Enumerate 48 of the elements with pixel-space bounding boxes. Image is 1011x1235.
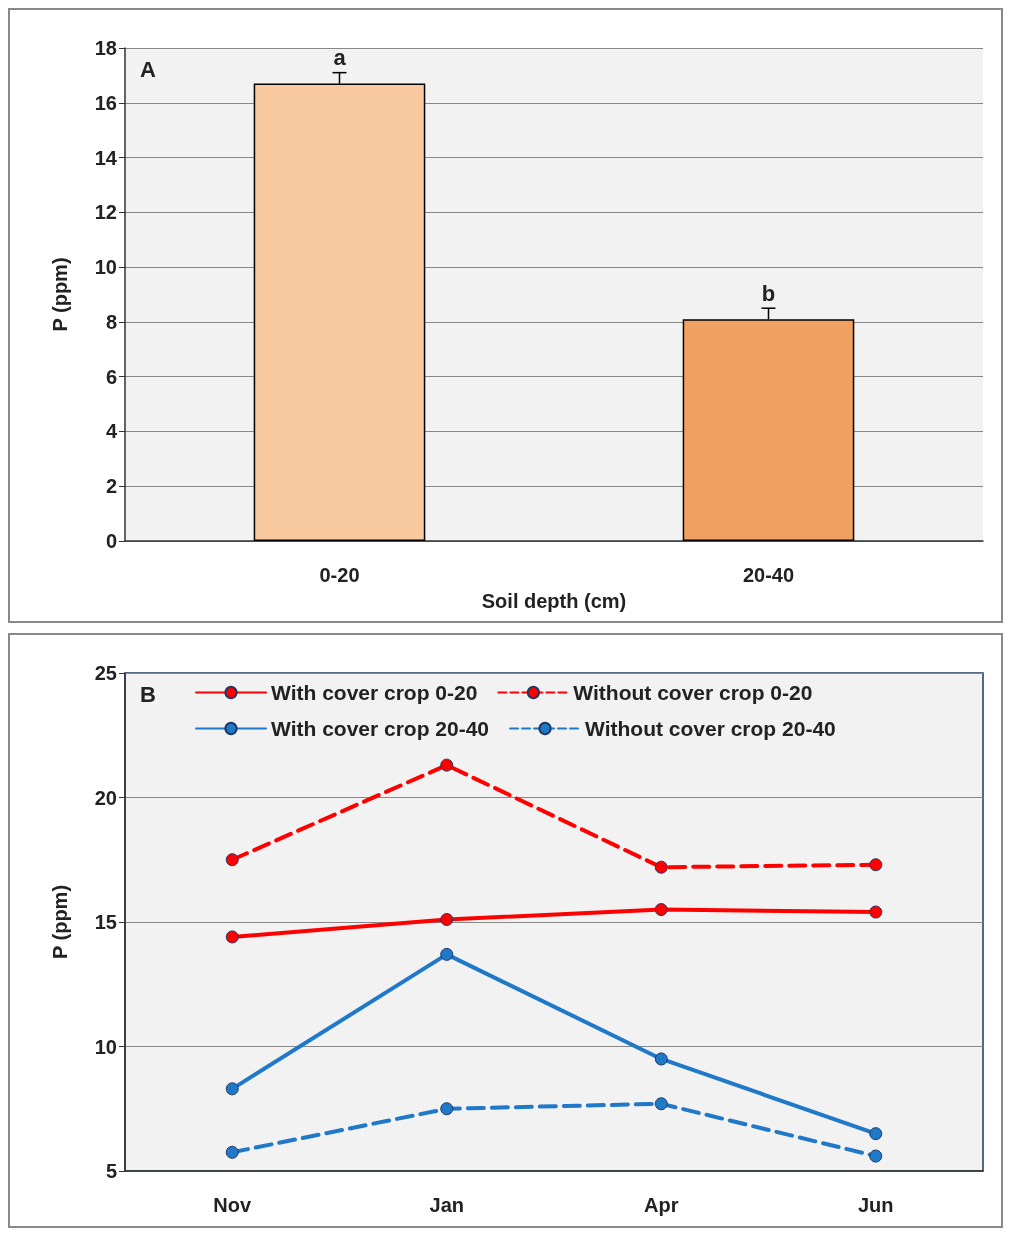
- point: [654, 1097, 668, 1111]
- y-tick-label: 6: [105, 365, 117, 388]
- annotation: A: [140, 56, 156, 82]
- point: [440, 1102, 454, 1116]
- point: [225, 1145, 239, 1159]
- legend-label: With cover crop 20-40: [271, 717, 490, 740]
- point: [654, 903, 668, 917]
- y-tick-label: 5: [105, 1160, 117, 1182]
- annotation: b: [761, 280, 776, 306]
- y-tick-label: 25: [94, 662, 117, 684]
- y-tick-label: 16: [94, 91, 117, 114]
- point: [440, 913, 454, 927]
- y-tick-label: 15: [94, 911, 117, 933]
- legend-label: Without cover crop 0-20: [573, 681, 813, 704]
- x-tick-label: 20-40: [742, 564, 795, 586]
- y-tick-label: 20: [94, 786, 117, 809]
- point: [440, 947, 454, 961]
- x-tick-label: Jun: [857, 1194, 894, 1216]
- point: [225, 853, 239, 867]
- point: [654, 860, 668, 874]
- y-tick-label: 8: [105, 310, 117, 333]
- point: [225, 930, 239, 944]
- annotation: B: [140, 681, 156, 707]
- legend-label: With cover crop 0-20: [271, 681, 478, 704]
- y-tick-label: 10: [94, 256, 117, 279]
- y-axis-title: P (ppm): [49, 257, 71, 332]
- x-tick-label: Apr: [644, 1194, 679, 1216]
- annotation: a: [333, 45, 347, 71]
- x-tick-label: Jan: [429, 1194, 464, 1216]
- point: [225, 1082, 239, 1096]
- y-tick-label: 0: [105, 530, 117, 552]
- y-axis-title: P (ppm): [49, 884, 71, 960]
- y-tick-label: 4: [105, 420, 118, 443]
- y-tick-label: 10: [94, 1035, 117, 1058]
- y-tick-label: 18: [94, 37, 117, 59]
- x-tick-label: 0-20: [319, 564, 360, 586]
- point: [869, 858, 883, 872]
- y-tick-label: 12: [94, 201, 117, 224]
- legend-label: Without cover crop 20-40: [585, 717, 836, 740]
- x-axis-title: Soil depth (cm): [481, 590, 627, 612]
- point: [869, 905, 883, 919]
- y-tick-label: 14: [94, 146, 118, 169]
- point: [869, 1127, 883, 1141]
- point: [654, 1052, 668, 1066]
- y-tick-label: 2: [105, 475, 117, 498]
- point: [869, 1149, 883, 1163]
- point: [440, 758, 454, 772]
- x-tick-label: Nov: [213, 1194, 253, 1216]
